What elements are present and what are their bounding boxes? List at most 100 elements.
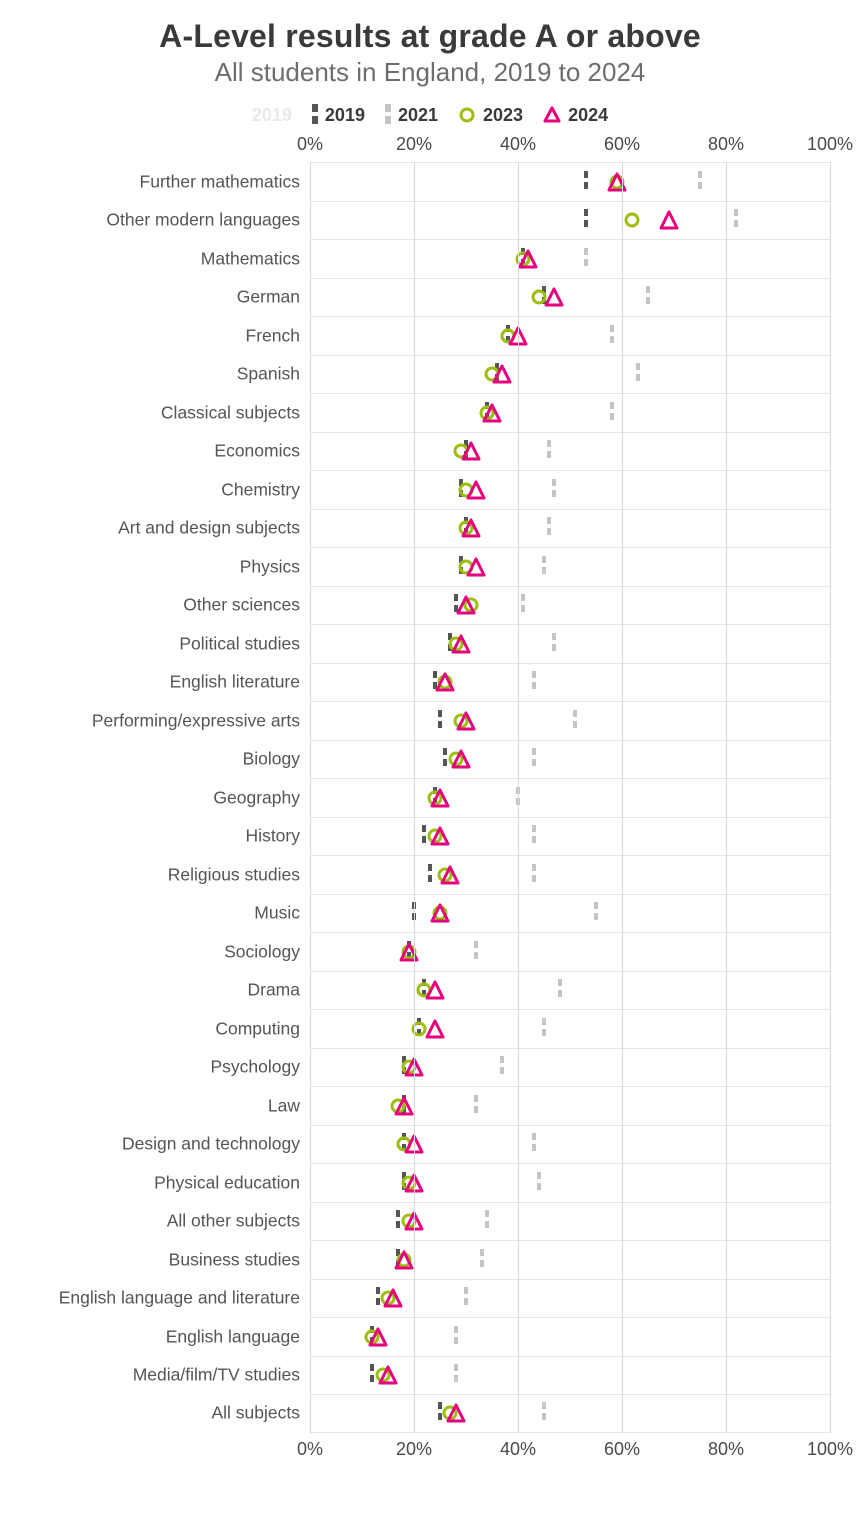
legend: 2019 2019 2021 2023 2024 <box>30 104 830 126</box>
marker-2024 <box>465 556 487 578</box>
marker-2024 <box>382 1287 404 1309</box>
legend-label: 2023 <box>483 105 523 126</box>
axis-tick: 100% <box>807 1439 853 1460</box>
legend-item-2024: 2024 <box>543 105 608 126</box>
data-row: Art and design subjects <box>310 509 830 548</box>
data-row: Sociology <box>310 932 830 971</box>
dash-2021 <box>584 248 588 270</box>
dash-2019 <box>438 710 442 732</box>
row-label: All other subjects <box>167 1211 310 1232</box>
data-row: All other subjects <box>310 1202 830 1241</box>
data-row: Religious studies <box>310 855 830 894</box>
dash-2021 <box>454 1364 458 1386</box>
data-row: Spanish <box>310 355 830 394</box>
gridline <box>726 162 727 1433</box>
marker-2024 <box>445 1402 467 1424</box>
chart-title: A-Level results at grade A or above <box>30 18 830 55</box>
row-label: English language and literature <box>59 1288 310 1309</box>
dash-2021 <box>500 1056 504 1078</box>
dash-2021 <box>532 748 536 770</box>
data-row: Law <box>310 1086 830 1125</box>
axis-top: 0%20%40%60%80%100% <box>310 134 830 158</box>
marker-2024 <box>455 594 477 616</box>
dash-2021 <box>552 479 556 501</box>
data-row: German <box>310 278 830 317</box>
dash-2021 <box>610 325 614 347</box>
marker-2024 <box>424 1018 446 1040</box>
marker-2024 <box>491 363 513 385</box>
dash-2021 <box>521 594 525 616</box>
row-label: Political studies <box>179 633 310 654</box>
row-label: English literature <box>170 672 310 693</box>
gridline <box>622 162 623 1433</box>
marker-2024 <box>429 825 451 847</box>
dash-2021 <box>474 941 478 963</box>
marker-2024 <box>450 748 472 770</box>
marker-2024 <box>424 979 446 1001</box>
triangle-icon <box>543 106 561 124</box>
axis-tick: 40% <box>500 134 536 155</box>
data-row: All subjects <box>310 1394 830 1433</box>
chart-subtitle: All students in England, 2019 to 2024 <box>30 57 830 88</box>
axis-tick: 80% <box>708 1439 744 1460</box>
axis-tick: 20% <box>396 134 432 155</box>
marker-2024 <box>439 864 461 886</box>
dash-2021 <box>537 1172 541 1194</box>
data-row: Performing/expressive arts <box>310 701 830 740</box>
data-row: Political studies <box>310 624 830 663</box>
data-row: Classical subjects <box>310 393 830 432</box>
dash-2021 <box>558 979 562 1001</box>
marker-2024 <box>429 787 451 809</box>
row-label: Physics <box>240 556 310 577</box>
row-label: French <box>246 325 310 346</box>
dash-2021 <box>646 286 650 308</box>
legend-item-2021: 2021 <box>385 104 438 126</box>
marker-2024 <box>393 1095 415 1117</box>
marker-2024 <box>450 633 472 655</box>
data-row: Business studies <box>310 1240 830 1279</box>
row-label: Biology <box>243 749 310 770</box>
data-row: Other modern languages <box>310 201 830 240</box>
dash-2021 <box>474 1095 478 1117</box>
dash-2021 <box>594 902 598 924</box>
marker-2024 <box>606 171 628 193</box>
marker-2024 <box>460 440 482 462</box>
marker-2024 <box>658 209 680 231</box>
dash-2019 <box>584 171 588 193</box>
marker-2024 <box>543 286 565 308</box>
data-row: Physical education <box>310 1163 830 1202</box>
dash-2019 <box>584 209 588 231</box>
dash-2021 <box>464 1287 468 1309</box>
plot-row: Further mathematicsOther modern language… <box>30 162 830 1433</box>
marker-2024 <box>434 671 456 693</box>
axis-tick: 80% <box>708 134 744 155</box>
row-label: Other modern languages <box>106 210 310 231</box>
dash-2021 <box>454 1326 458 1348</box>
dash-2021 <box>485 1210 489 1232</box>
dash-2021 <box>542 1018 546 1040</box>
row-label: Chemistry <box>221 479 310 500</box>
axis-tick: 100% <box>807 134 853 155</box>
axis-tick: 0% <box>297 1439 323 1460</box>
dash-2021 <box>532 1133 536 1155</box>
data-row: Mathematics <box>310 239 830 278</box>
data-row: Further mathematics <box>310 162 830 201</box>
marker-2024 <box>398 941 420 963</box>
legend-ghost: 2019 <box>252 105 292 126</box>
row-label: Mathematics <box>201 248 310 269</box>
axis-tick: 0% <box>297 134 323 155</box>
row-label: Religious studies <box>168 864 310 885</box>
row-label: Other sciences <box>183 595 310 616</box>
plot-area: Further mathematicsOther modern language… <box>310 162 830 1433</box>
dash-2021 <box>547 517 551 539</box>
marker-2023 <box>623 211 641 229</box>
dash-2021 <box>542 556 546 578</box>
row-label: Music <box>254 903 310 924</box>
data-row: Economics <box>310 432 830 471</box>
legend-item-2023: 2023 <box>458 105 523 126</box>
axis-tick: 60% <box>604 1439 640 1460</box>
dash-2021 <box>480 1249 484 1271</box>
dash-2021 <box>698 171 702 193</box>
gridline <box>830 162 831 1433</box>
data-row: Psychology <box>310 1048 830 1087</box>
